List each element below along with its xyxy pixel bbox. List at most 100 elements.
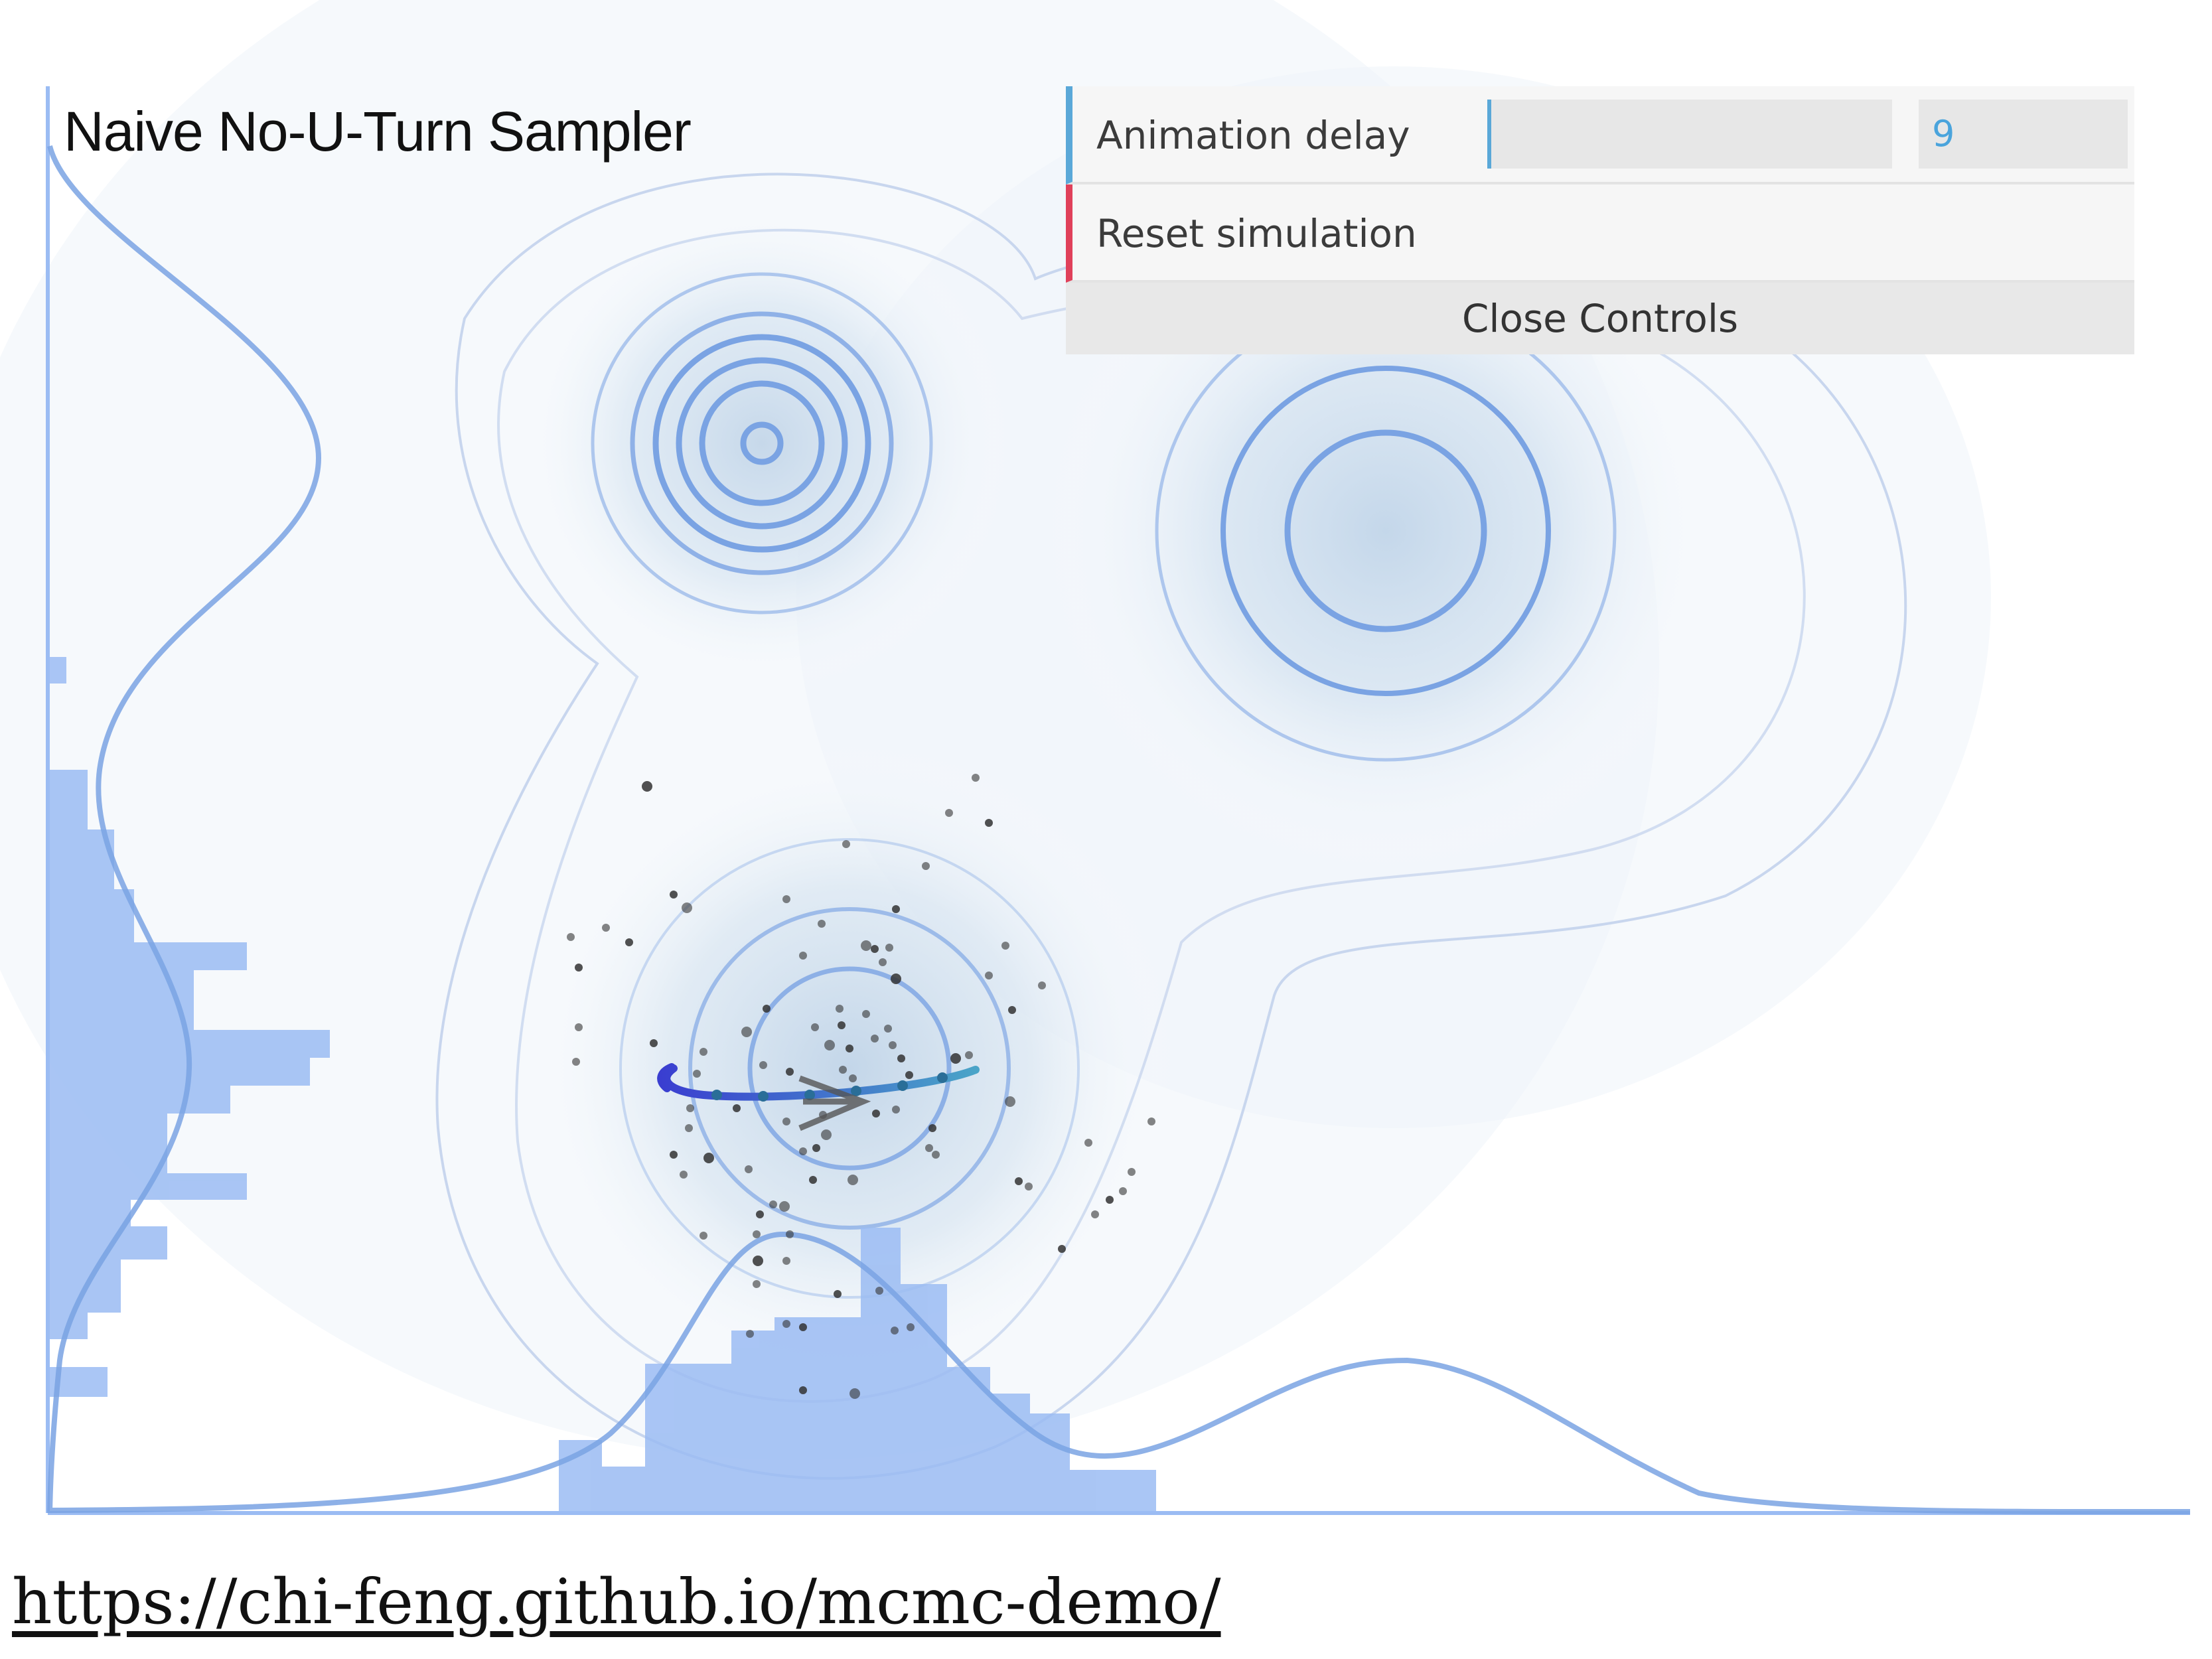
reset-simulation-button[interactable]: Reset simulation bbox=[1066, 184, 2134, 283]
contour-mode-top-left bbox=[591, 272, 933, 614]
sample-point bbox=[950, 1053, 961, 1064]
x-marginal-histogram bbox=[559, 1228, 1156, 1513]
sample-point bbox=[799, 1147, 807, 1155]
sample-point bbox=[925, 1144, 933, 1152]
sample-point bbox=[891, 1327, 899, 1334]
sample-point bbox=[824, 1040, 835, 1050]
sample-point bbox=[799, 1323, 807, 1331]
reset-simulation-label: Reset simulation bbox=[1096, 211, 1417, 256]
sample-point bbox=[1106, 1196, 1114, 1204]
sample-point bbox=[1038, 981, 1046, 989]
sample-point bbox=[839, 1066, 847, 1074]
sample-point bbox=[693, 1070, 701, 1078]
sample-point bbox=[769, 1200, 777, 1208]
close-controls-button[interactable]: Close Controls bbox=[1066, 283, 2134, 354]
sample-point bbox=[972, 774, 980, 782]
sample-point bbox=[1084, 1139, 1092, 1147]
controls-panel: Animation delay 9 Reset simulation Close… bbox=[1066, 86, 2134, 354]
sample-point bbox=[1091, 1210, 1099, 1218]
sample-point bbox=[836, 1005, 844, 1013]
sample-point bbox=[741, 1027, 752, 1037]
sample-point bbox=[1005, 1096, 1015, 1107]
sample-point bbox=[892, 1106, 900, 1114]
sample-point bbox=[786, 1230, 794, 1238]
sample-point bbox=[650, 1039, 658, 1047]
sample-point bbox=[922, 862, 930, 870]
sample-point bbox=[782, 1320, 790, 1328]
sample-point bbox=[862, 1010, 870, 1018]
sample-point bbox=[575, 964, 583, 972]
sample-point bbox=[799, 952, 807, 960]
sample-point bbox=[842, 840, 850, 848]
sample-point bbox=[928, 1124, 936, 1132]
sample-point bbox=[846, 1045, 853, 1052]
sample-point bbox=[818, 920, 826, 928]
sample-point bbox=[572, 1058, 580, 1066]
sample-point bbox=[680, 1171, 688, 1179]
sample-point bbox=[642, 781, 652, 792]
sample-point bbox=[849, 1388, 860, 1399]
sample-point bbox=[907, 1323, 915, 1331]
sample-point bbox=[1058, 1245, 1066, 1253]
sample-point bbox=[799, 1386, 807, 1394]
sample-point bbox=[753, 1256, 763, 1266]
animation-delay-label: Animation delay bbox=[1096, 113, 1410, 158]
sample-point bbox=[965, 1051, 973, 1059]
sample-point bbox=[945, 809, 953, 817]
sample-point bbox=[811, 1023, 819, 1031]
animation-delay-slider-fill bbox=[1487, 100, 1491, 169]
sample-point bbox=[779, 1201, 790, 1212]
sample-point bbox=[746, 1330, 754, 1338]
sample-point bbox=[885, 944, 893, 952]
simulation-title: Naive No-U-Turn Sampler bbox=[64, 100, 692, 163]
sample-point bbox=[872, 1110, 880, 1118]
sample-point bbox=[567, 933, 575, 941]
sample-point bbox=[782, 1257, 790, 1265]
sample-point bbox=[891, 974, 901, 984]
sample-point bbox=[575, 1023, 583, 1031]
sample-point bbox=[670, 1151, 678, 1159]
sample-point bbox=[812, 1144, 820, 1152]
sample-point bbox=[861, 940, 871, 951]
sample-point bbox=[753, 1280, 761, 1288]
source-url-link[interactable]: https://chi-feng.github.io/mcmc-demo/ bbox=[12, 1566, 1221, 1638]
sample-point bbox=[682, 902, 692, 913]
sample-point bbox=[686, 1104, 694, 1112]
sample-point bbox=[759, 1061, 767, 1069]
sample-point bbox=[848, 1175, 858, 1185]
sample-point bbox=[884, 1025, 892, 1033]
sample-point bbox=[849, 1074, 857, 1082]
sample-point bbox=[703, 1153, 714, 1163]
sample-point bbox=[871, 1035, 879, 1043]
contour-mode-bottom bbox=[619, 838, 1080, 1299]
nuts-trajectory bbox=[657, 1063, 980, 1102]
sample-point bbox=[733, 1104, 741, 1112]
sample-point bbox=[879, 958, 887, 966]
animation-delay-value-input[interactable]: 9 bbox=[1919, 100, 2128, 169]
sample-point bbox=[1119, 1187, 1127, 1195]
sample-point bbox=[821, 1129, 832, 1140]
sample-point bbox=[782, 895, 790, 903]
sample-point bbox=[932, 1151, 940, 1159]
contour-mode-right bbox=[1155, 300, 1617, 762]
sample-point bbox=[1008, 1006, 1016, 1014]
sample-point bbox=[625, 938, 633, 946]
sample-point bbox=[1025, 1183, 1033, 1190]
sample-point bbox=[875, 1287, 883, 1295]
animation-delay-slider[interactable] bbox=[1487, 100, 1892, 169]
sample-point bbox=[753, 1230, 761, 1238]
y-marginal-histogram bbox=[48, 657, 330, 1397]
sample-point bbox=[756, 1210, 764, 1218]
sample-point bbox=[985, 972, 993, 979]
sample-point bbox=[1001, 942, 1009, 950]
sample-point bbox=[892, 905, 900, 913]
sample-point bbox=[763, 1005, 771, 1013]
animation-delay-control[interactable]: Animation delay 9 bbox=[1066, 86, 2134, 184]
sample-point bbox=[905, 1071, 913, 1079]
sample-point bbox=[809, 1176, 817, 1184]
sample-points bbox=[567, 774, 1155, 1399]
sample-point bbox=[1128, 1168, 1136, 1176]
sample-point bbox=[700, 1048, 707, 1056]
sample-point bbox=[897, 1054, 905, 1062]
sample-point bbox=[786, 1068, 794, 1076]
